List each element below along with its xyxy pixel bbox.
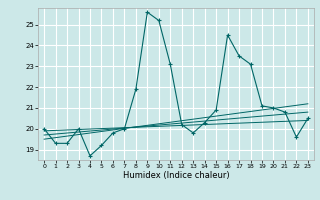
X-axis label: Humidex (Indice chaleur): Humidex (Indice chaleur) bbox=[123, 171, 229, 180]
